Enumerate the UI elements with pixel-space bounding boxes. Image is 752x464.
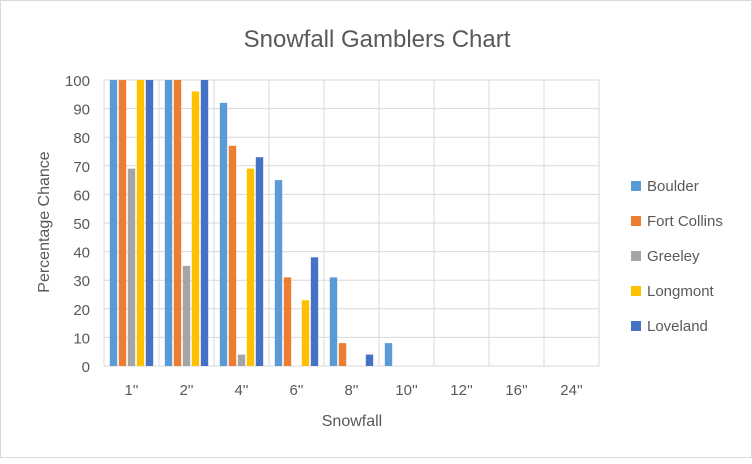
x-tick-label: 24'' xyxy=(560,382,583,399)
y-tick-label: 30 xyxy=(73,273,90,290)
bar xyxy=(228,145,237,366)
y-tick-label: 80 xyxy=(73,130,90,147)
y-tick-label: 60 xyxy=(73,187,90,204)
x-tick-label: 12'' xyxy=(450,382,473,399)
legend-label: Loveland xyxy=(647,318,708,335)
legend: Boulder Fort Collins Greeley Longmont Lovela… xyxy=(631,178,723,335)
x-tick-label: 6'' xyxy=(289,382,303,399)
x-tick-label: 16'' xyxy=(505,382,528,399)
bar xyxy=(283,277,292,366)
legend-label: Fort Collins xyxy=(647,213,723,230)
bar xyxy=(384,343,393,366)
legend-swatch xyxy=(631,286,641,296)
bar xyxy=(219,102,228,366)
y-tick-label: 40 xyxy=(73,245,90,262)
bar xyxy=(118,80,127,366)
chart-title: Snowfall Gamblers Chart xyxy=(244,26,511,53)
legend-swatch xyxy=(631,321,641,331)
bars xyxy=(109,80,393,366)
x-axis-label: Snowfall xyxy=(322,413,382,430)
bar xyxy=(136,80,145,366)
bar xyxy=(182,265,191,366)
bar xyxy=(237,354,246,366)
bar xyxy=(145,80,154,366)
legend-label: Boulder xyxy=(647,178,699,195)
legend-label: Longmont xyxy=(647,283,715,300)
y-tick-label: 90 xyxy=(73,102,90,119)
bar xyxy=(164,80,173,366)
y-axis-tick-labels: 0 10 20 30 40 50 60 70 80 90 100 xyxy=(65,73,90,376)
y-tick-label: 10 xyxy=(73,330,90,347)
x-tick-label: 2'' xyxy=(179,382,193,399)
bar xyxy=(365,354,374,366)
x-tick-label: 1'' xyxy=(124,382,138,399)
x-tick-label: 10'' xyxy=(395,382,418,399)
x-tick-label: 8'' xyxy=(344,382,358,399)
legend-label: Greeley xyxy=(647,248,700,265)
bar xyxy=(127,168,136,366)
y-tick-label: 50 xyxy=(73,216,90,233)
bar xyxy=(173,80,182,366)
y-axis-label: Percentage Chance xyxy=(36,151,53,293)
y-tick-label: 100 xyxy=(65,73,90,90)
x-axis-tick-labels: 1'' 2'' 4'' 6'' 8'' 10'' 12'' 16'' 24'' xyxy=(124,382,582,399)
bar xyxy=(274,180,283,366)
bar xyxy=(338,343,347,366)
y-tick-label: 70 xyxy=(73,159,90,176)
bar xyxy=(301,300,310,366)
y-tick-label: 0 xyxy=(82,359,90,376)
gridlines xyxy=(103,79,600,367)
bar xyxy=(329,277,338,366)
bar xyxy=(109,80,118,366)
bar xyxy=(246,168,255,366)
legend-swatch xyxy=(631,251,641,261)
bar xyxy=(200,80,209,366)
bar xyxy=(255,157,264,366)
bar xyxy=(310,257,319,366)
legend-swatch xyxy=(631,181,641,191)
x-tick-label: 4'' xyxy=(234,382,248,399)
y-tick-label: 20 xyxy=(73,302,90,319)
legend-swatch xyxy=(631,216,641,226)
bar xyxy=(191,91,200,366)
